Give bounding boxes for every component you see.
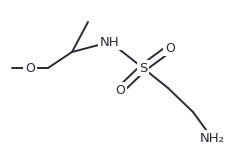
- Text: S: S: [139, 62, 147, 75]
- Text: NH₂: NH₂: [200, 131, 225, 144]
- Text: O: O: [165, 41, 175, 54]
- Text: NH: NH: [100, 35, 120, 49]
- Text: O: O: [115, 84, 125, 97]
- Text: O: O: [25, 62, 35, 75]
